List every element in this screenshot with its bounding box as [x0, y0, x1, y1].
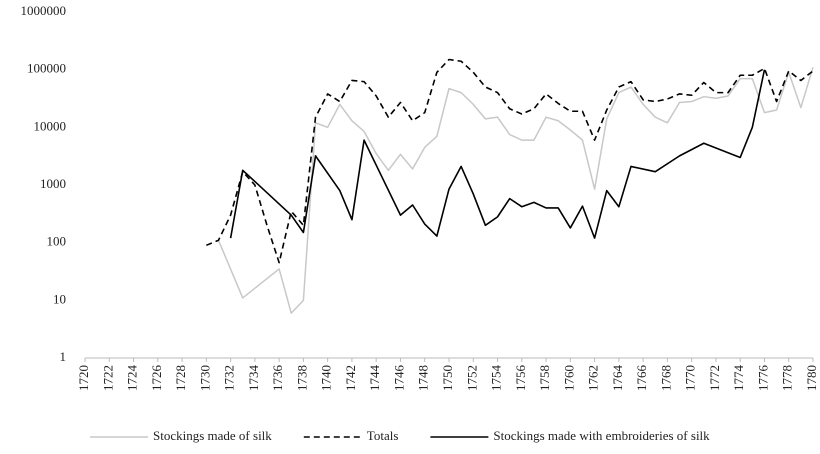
x-tick-label: 1734 [246, 365, 261, 392]
x-tick-label: 1768 [658, 365, 673, 391]
x-tick-label: 1722 [100, 365, 115, 391]
x-tick-label: 1758 [537, 365, 552, 391]
x-tick-label: 1776 [755, 365, 770, 392]
x-tick-label: 1764 [610, 365, 625, 392]
x-tick-label: 1738 [294, 365, 309, 391]
y-tick-label: 1 [60, 349, 67, 364]
y-tick-label: 1000000 [21, 3, 67, 18]
x-tick-label: 1750 [440, 365, 455, 391]
series-line [229, 69, 766, 239]
y-tick-label: 1000 [40, 176, 66, 191]
x-tick-label: 1742 [343, 365, 358, 391]
x-tick-label: 1724 [125, 365, 140, 392]
y-tick-label: 10000 [34, 118, 67, 133]
legend-label: Totals [367, 428, 399, 443]
x-tick-label: 1728 [173, 365, 188, 391]
x-tick-label: 1726 [149, 365, 164, 392]
x-tick-label: 1756 [513, 365, 528, 392]
x-tick-label: 1752 [464, 365, 479, 391]
y-tick-label: 10 [53, 291, 66, 306]
x-tick-label: 1774 [731, 365, 746, 392]
x-tick-label: 1778 [780, 365, 795, 391]
legend-label: Stockings made with embroideries of silk [493, 428, 710, 443]
x-tick-label: 1730 [197, 365, 212, 391]
legend-label: Stockings made of silk [153, 428, 272, 443]
x-tick-label: 1740 [319, 365, 334, 391]
x-tick-label: 1780 [804, 365, 819, 391]
series-line [217, 67, 814, 314]
y-tick-label: 100000 [27, 61, 66, 76]
x-tick-label: 1762 [586, 365, 601, 391]
x-tick-label: 1748 [416, 365, 431, 391]
x-tick-label: 1772 [707, 365, 722, 391]
x-tick-label: 1736 [270, 365, 285, 392]
x-tick-label: 1746 [391, 365, 406, 392]
x-tick-label: 1766 [634, 365, 649, 392]
x-tick-label: 1720 [76, 365, 91, 391]
x-tick-label: 1744 [367, 365, 382, 392]
x-tick-label: 1732 [222, 365, 237, 391]
series-line [206, 58, 814, 264]
x-tick-label: 1770 [683, 365, 698, 391]
x-tick-label: 1760 [561, 365, 576, 391]
x-tick-label: 1754 [489, 365, 504, 392]
y-tick-label: 100 [47, 234, 67, 249]
